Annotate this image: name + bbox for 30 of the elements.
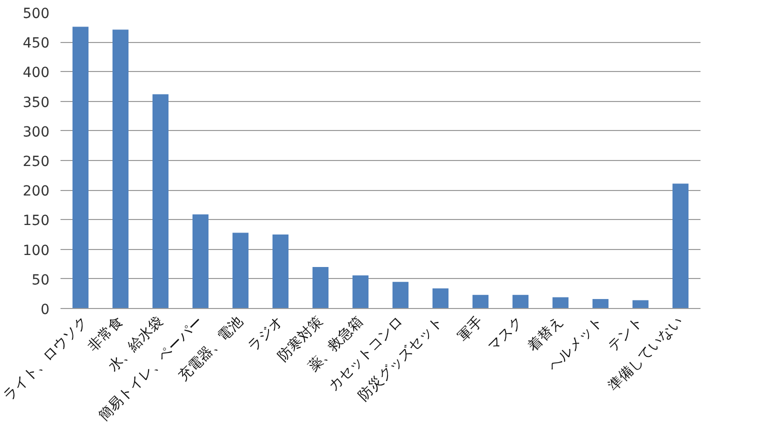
x-tick-label: マスク: [485, 314, 526, 355]
y-tick-label: 400: [22, 65, 50, 82]
bar: [512, 294, 528, 308]
bar: [432, 288, 448, 308]
y-tick-label: 350: [22, 94, 50, 111]
y-tick-label: 0: [40, 302, 50, 318]
x-tick-label: 非常食: [85, 314, 126, 355]
bar: [592, 299, 608, 308]
bar: [552, 297, 568, 308]
bar: [672, 184, 688, 308]
bar: [232, 232, 248, 308]
bar: [152, 94, 168, 308]
bar: [632, 300, 648, 308]
y-tick-label: 200: [22, 184, 50, 200]
y-tick-label: 500: [22, 6, 50, 22]
y-tick-label: 150: [22, 213, 50, 230]
bar: [312, 267, 328, 308]
bar: [72, 26, 88, 308]
y-tick-label: 50: [32, 272, 50, 288]
bar: [272, 234, 288, 308]
bar: [112, 30, 128, 308]
y-tick-label: 450: [22, 36, 50, 52]
bar: [192, 214, 208, 308]
x-tick-label: 軍手: [455, 314, 486, 345]
y-tick-label: 100: [22, 242, 50, 259]
bar: [472, 294, 488, 308]
bar: [352, 275, 368, 308]
y-tick-label: 300: [22, 124, 50, 140]
y-tick-label: 250: [22, 154, 50, 170]
bar: [392, 282, 408, 308]
